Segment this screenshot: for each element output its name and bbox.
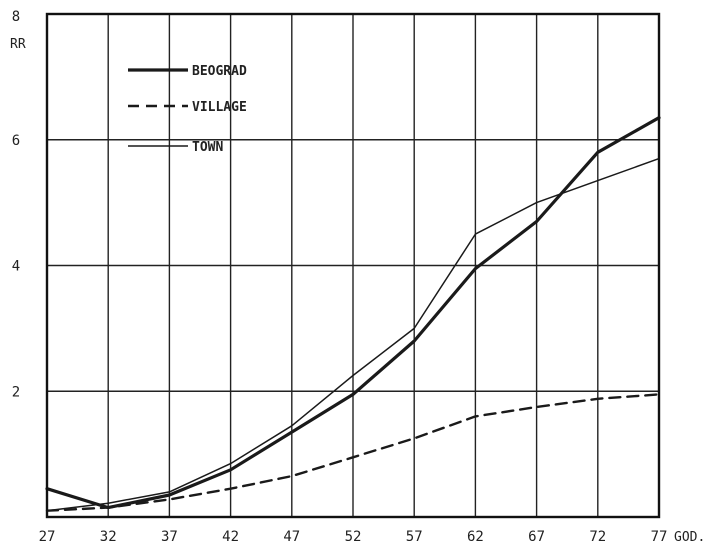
y-unit-label: RR: [10, 37, 26, 52]
chart-legend: BEOGRAD VILLAGE TOWN: [128, 64, 247, 155]
x-tick-label: 37: [161, 529, 178, 545]
y-tick-label: 8: [12, 9, 20, 25]
y-tick-label: 4: [12, 259, 20, 275]
x-tick-label: 42: [222, 529, 239, 545]
legend-label-town: TOWN: [192, 140, 223, 155]
y-tick-label: 2: [12, 384, 20, 400]
x-tick-label: 77: [651, 529, 668, 545]
x-unit-label: GOD.: [674, 530, 705, 545]
y-tick-label: 6: [12, 133, 20, 149]
x-tick-label: 52: [345, 529, 362, 545]
x-tick-label: 27: [39, 529, 56, 545]
x-tick-label: 57: [406, 529, 423, 545]
series-line-town: [46, 157, 660, 512]
series-line-beograd: [45, 116, 661, 510]
plot-frame: [45, 12, 661, 519]
legend-label-village: VILLAGE: [192, 100, 247, 115]
x-tick-label: 47: [283, 529, 300, 545]
x-tick-label: 72: [589, 529, 606, 545]
legend-label-beograd: BEOGRAD: [192, 64, 247, 79]
x-tick-label: 62: [467, 529, 484, 545]
chart-series: [45, 116, 661, 512]
chart-frame: [45, 12, 661, 519]
x-tick-label: 67: [528, 529, 545, 545]
chart-tick-labels: 27 32 37 42 47 52 57 62 67 72 77 2 4 6 8: [12, 9, 668, 545]
chart-grid: [47, 14, 659, 517]
series-line-village: [45, 393, 661, 512]
x-tick-label: 32: [100, 529, 117, 545]
